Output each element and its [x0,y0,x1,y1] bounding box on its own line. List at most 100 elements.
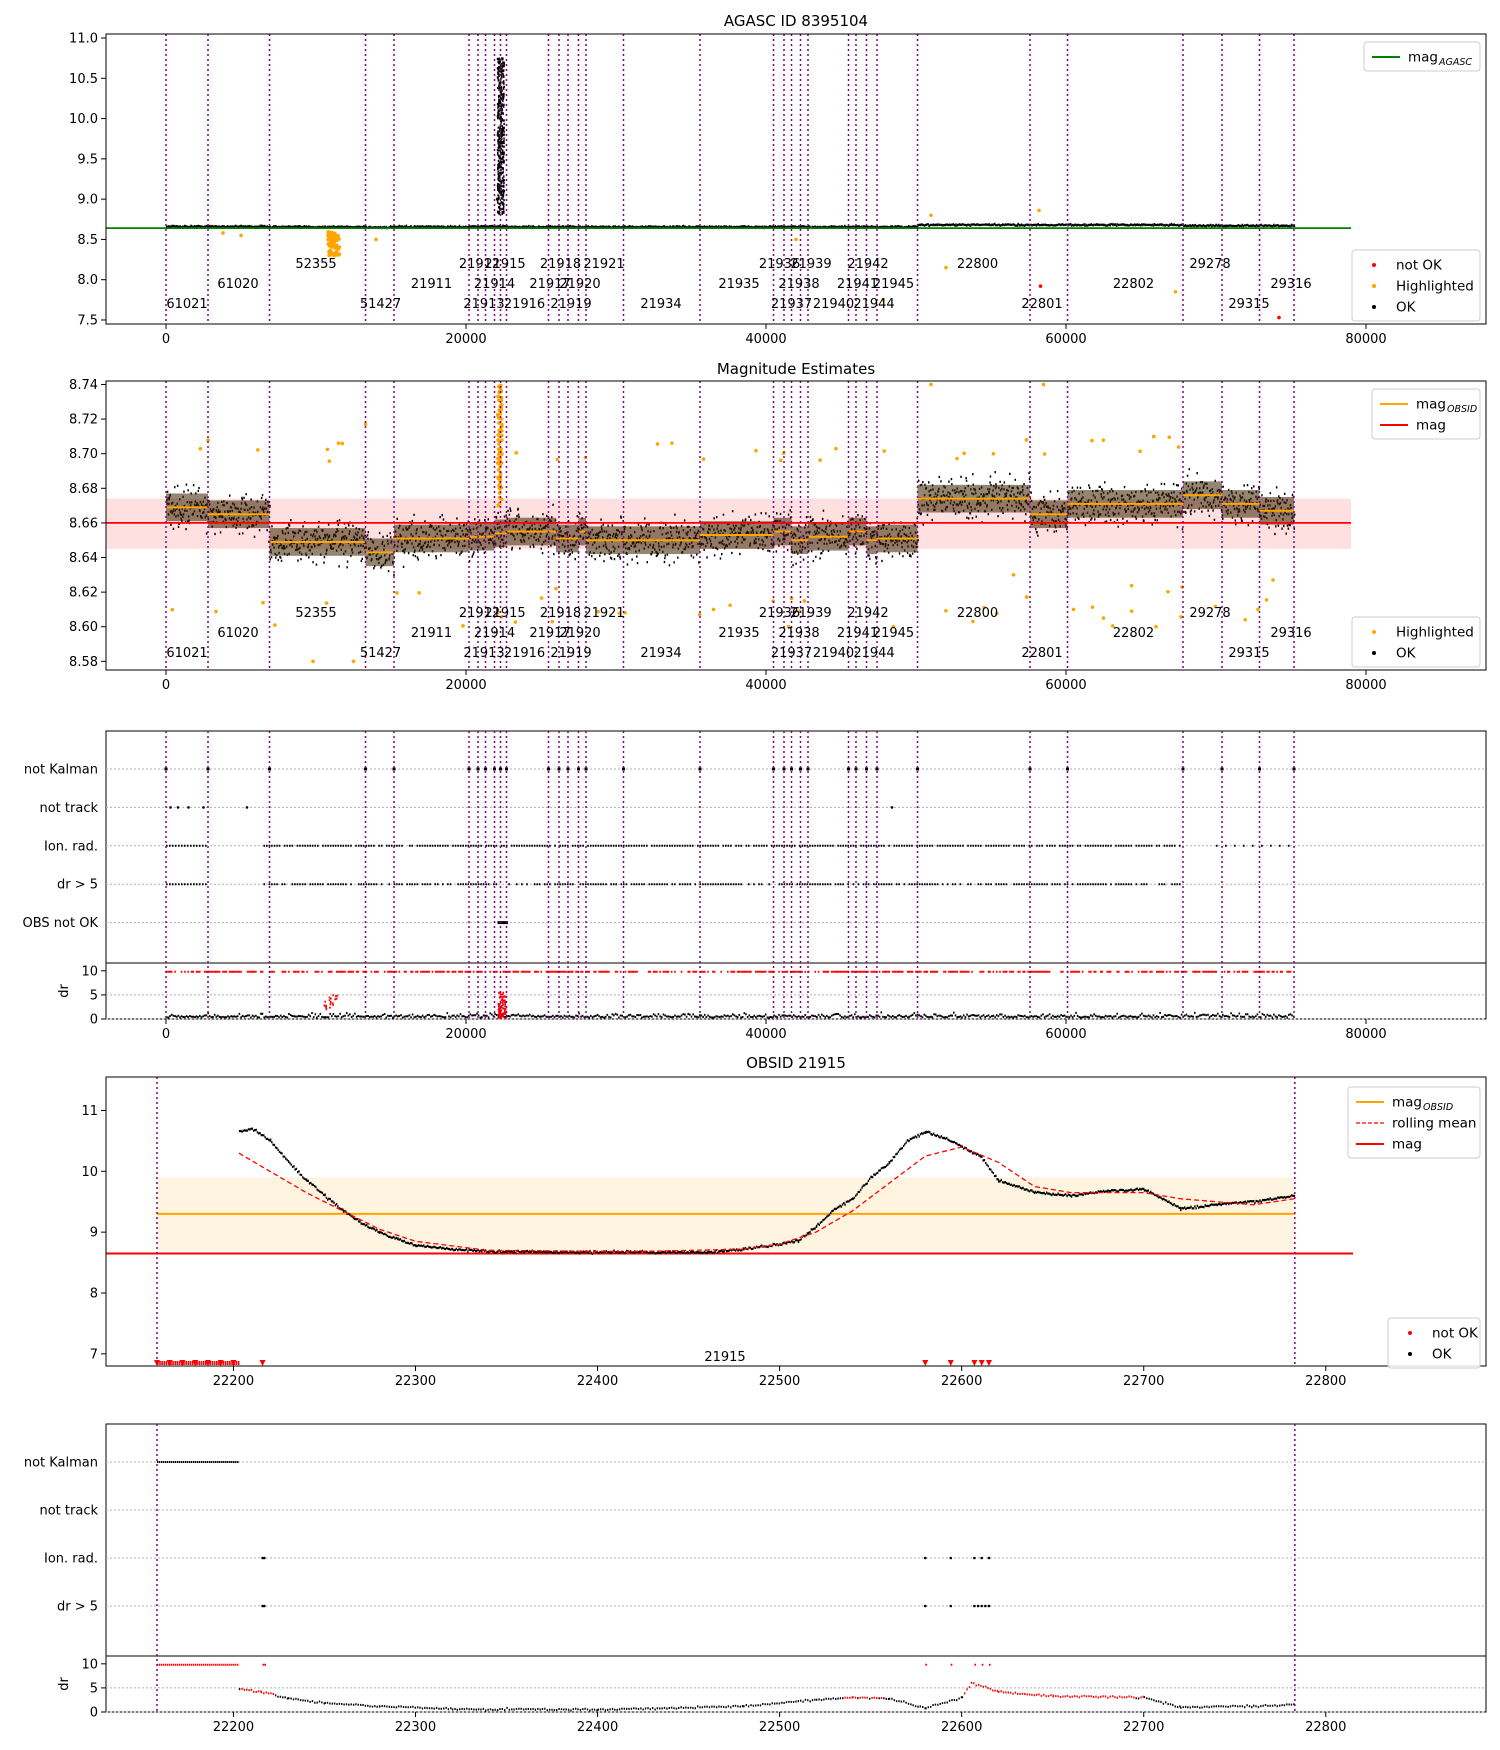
highlighted-point [332,231,337,235]
highlighted-point [239,233,243,238]
legend-swatch-point [1408,1352,1412,1356]
flag-row-label: Ion. rad. [44,839,98,854]
highlighted-point [499,447,503,452]
highlighted-point [330,245,335,249]
flag-point-not-kalman [875,767,879,771]
flag-point-ion-rad [261,1556,264,1560]
flag-point-not-track [890,806,894,809]
obsid-label: 21911 [411,277,452,292]
flag-point-dr [976,1604,980,1608]
obsid-label: 21944 [853,646,894,661]
highlighted-point [962,451,966,456]
x-tick-label: 22800 [1305,1720,1346,1735]
flag-point-not-kalman [476,767,480,771]
highlighted-point [261,600,265,605]
ok-point [498,100,502,105]
rolling-mean-line [238,1146,1295,1253]
flag-point-dr [973,1604,976,1608]
flag-point-ion-rad [949,1556,953,1560]
obsid-label: 21944 [853,297,894,312]
not-ok-marker [217,1359,224,1366]
flag-point-not-kalman [547,767,550,771]
obsid-label: 21934 [640,646,681,661]
legend-swatch-point [1372,651,1376,655]
flag-point-not-kalman [1066,767,1069,771]
flag-point-ion-rad [973,1556,976,1560]
flag-point-not-kalman [206,767,210,771]
y-tick-label: 8 [90,1286,98,1301]
ok-points [238,1127,1296,1255]
panel2-frame [105,380,1487,671]
highlighted-point [327,253,331,258]
obsid-label: 29315 [1228,297,1269,312]
flag-point-not-kalman [484,767,487,771]
obsid-label: 21920 [559,277,600,292]
flag-point-not-kalman [392,767,396,771]
highlighted-point [655,442,660,446]
legend-label: Highlighted [1396,279,1474,295]
obsid-label: 29316 [1270,626,1311,641]
flag-point-not-track [187,806,190,809]
y-tick-label: 10.5 [69,72,98,87]
panel1-title: AGASC ID 8395104 [724,12,868,30]
highlighted-point [881,298,885,302]
highlighted-point [929,382,933,387]
highlighted-point [496,416,501,420]
highlighted-point [1101,616,1106,620]
flag-point-not-kalman [584,767,588,771]
legend-label: mag [1416,397,1446,413]
x-tick-label: 22600 [941,1720,982,1735]
flag-point-ion-rad [980,1556,983,1560]
flag-point-not-kalman [790,767,793,771]
flag-point-not-kalman [1181,767,1185,771]
highlighted-point [1011,573,1016,577]
flag-point-not-kalman [698,767,702,771]
highlighted-point [1071,607,1076,612]
highlighted-point [1042,452,1047,456]
y-tick-label: 8.60 [69,620,98,635]
not-ok-marker [179,1359,186,1366]
obsid-label: 21945 [873,277,914,292]
not-ok-marker [192,1359,199,1366]
ok-point [495,197,500,201]
ok-point [496,133,500,137]
highlighted-point [1271,578,1275,582]
highlighted-point [395,591,399,595]
x-tick-label: 60000 [1045,1027,1086,1042]
x-tick-label: 22300 [395,1720,436,1735]
highlighted-point [786,624,791,629]
highlighted-point [273,623,277,627]
x-tick-label: 80000 [1345,678,1386,693]
legend-label: OK [1396,646,1417,662]
x-tick-label: 22700 [1123,1720,1164,1735]
flag-row-label: OBS not OK [23,916,99,931]
obsid-label: 21912 [459,257,500,272]
obsid-label: 52355 [295,606,336,621]
x-tick-label: 80000 [1345,1027,1386,1042]
flag-point-not-kalman [493,767,496,771]
highlighted-point [955,456,959,461]
y-tick-label: 8.68 [69,482,98,497]
highlighted-point [496,610,500,615]
obsid-label: 21945 [873,626,914,641]
obsid-label: 21936 [759,606,800,621]
highlighted-point [461,624,465,628]
highlighted-point [334,249,339,254]
highlighted-point [498,427,503,432]
highlighted-point [496,476,501,481]
highlighted-point [340,441,345,446]
obsid-label: 21942 [847,606,888,621]
ok-point [498,165,503,169]
flag-point-not-track [176,806,180,809]
obsid-label: 29278 [1189,606,1230,621]
highlighted-point [1264,598,1269,602]
x-tick-label: 60000 [1045,678,1086,693]
highlighted-point [497,442,501,447]
highlighted-point [311,659,315,664]
highlighted-point [1154,624,1158,629]
panel4-title: OBSID 21915 [746,1054,846,1072]
obsid-label: 21940 [813,297,854,312]
highlighted-point [499,407,504,412]
x-tick-label: 22300 [395,1374,436,1389]
